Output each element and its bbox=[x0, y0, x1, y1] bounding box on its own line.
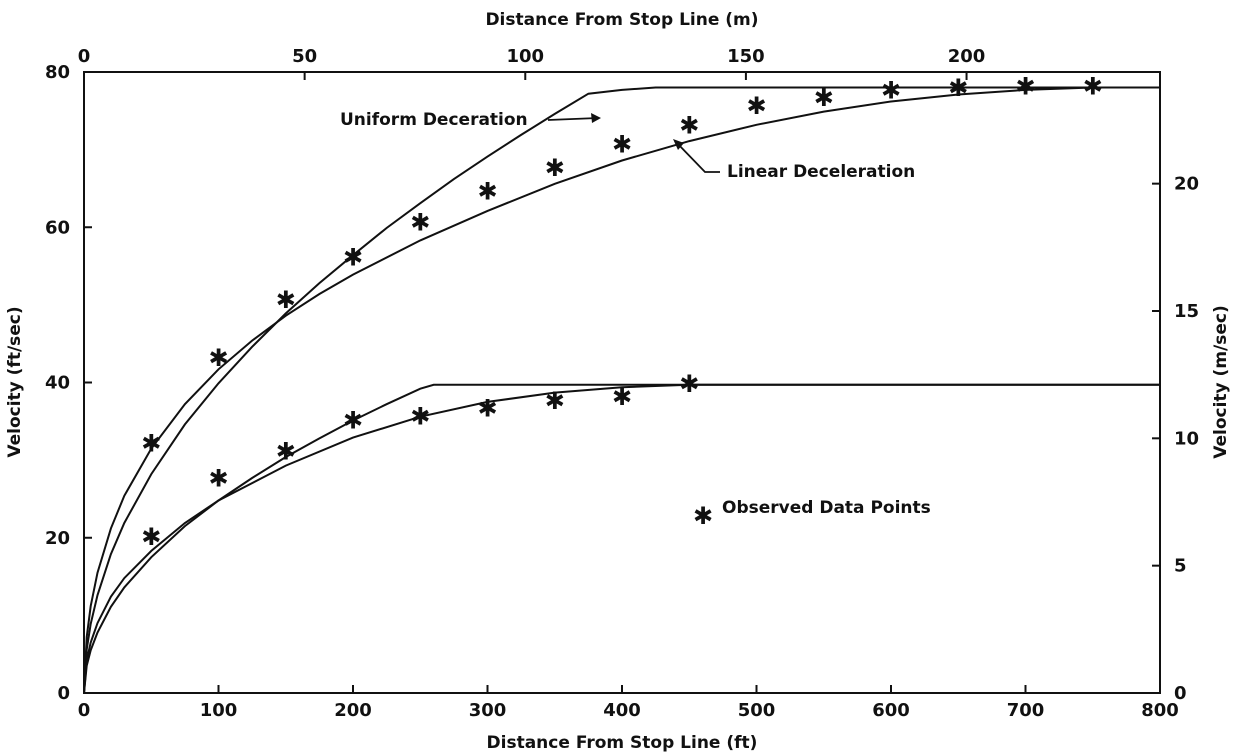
y2-axis-title: Velocity (m/sec) bbox=[1211, 305, 1231, 458]
y-tick-label: 20 bbox=[45, 528, 70, 549]
x-tick-label: 800 bbox=[1141, 700, 1179, 721]
x2-tick-label: 200 bbox=[948, 46, 986, 67]
x-tick-label: 600 bbox=[872, 700, 910, 721]
series-line-linear-deceleration-low bbox=[83, 383, 1160, 694]
x-tick-label: 0 bbox=[78, 700, 91, 721]
observed-point-low: ✱ bbox=[477, 395, 497, 423]
observed-point-high: ✱ bbox=[141, 430, 161, 458]
uniform-deceleration-label: Uniform Deceration bbox=[340, 110, 528, 130]
observed-point-low: ✱ bbox=[141, 523, 161, 551]
y2-tick-label: 5 bbox=[1174, 556, 1187, 577]
observed-point-high: ✱ bbox=[477, 177, 497, 205]
series-line-uniform-deceration-low bbox=[83, 383, 1160, 694]
legend-marker-icon: ✱ bbox=[693, 502, 713, 530]
y-axis-title: Velocity (ft/sec) bbox=[5, 306, 25, 457]
y-tick-label: 0 bbox=[57, 683, 70, 704]
observed-point-high: ✱ bbox=[746, 92, 766, 120]
series-line-linear-deceleration-high bbox=[83, 86, 1160, 694]
observed-point-high: ✱ bbox=[410, 208, 430, 236]
observed-point-high: ✱ bbox=[1083, 73, 1103, 101]
x2-axis-title: Distance From Stop Line (m) bbox=[485, 10, 758, 30]
x-tick-label: 200 bbox=[334, 700, 372, 721]
observed-point-high: ✱ bbox=[612, 131, 632, 159]
observed-point-low: ✱ bbox=[343, 406, 363, 434]
observed-point-low: ✱ bbox=[276, 437, 296, 465]
observed-point-high: ✱ bbox=[881, 76, 901, 104]
observed-point-high: ✱ bbox=[1015, 73, 1035, 101]
observed-point-high: ✱ bbox=[276, 286, 296, 314]
y-tick-label: 60 bbox=[45, 217, 70, 238]
series-line-uniform-deceration-high bbox=[83, 86, 1160, 694]
x-tick-label: 700 bbox=[1007, 700, 1045, 721]
y2-tick-label: 10 bbox=[1174, 428, 1199, 449]
y2-tick-label: 0 bbox=[1174, 683, 1187, 704]
x-tick-label: 100 bbox=[200, 700, 238, 721]
observed-point-low: ✱ bbox=[545, 387, 565, 415]
linear-label-arrowhead bbox=[673, 139, 684, 150]
observed-point-low: ✱ bbox=[612, 383, 632, 411]
linear-deceleration-label: Linear Deceleration bbox=[727, 162, 915, 182]
uniform-label-arrowhead bbox=[591, 113, 601, 123]
y2-tick-label: 20 bbox=[1174, 174, 1199, 195]
uniform-label-leader bbox=[547, 117, 599, 121]
observed-point-low: ✱ bbox=[679, 370, 699, 398]
y-tick-label: 40 bbox=[45, 373, 70, 394]
x-tick-label: 300 bbox=[469, 700, 507, 721]
legend-observed-label: Observed Data Points bbox=[722, 498, 931, 518]
linear-label-leader bbox=[675, 141, 720, 173]
x-tick-label: 400 bbox=[603, 700, 641, 721]
observed-markers-layer: ✱ ✱ ✱ ✱ ✱ ✱ ✱ ✱ ✱ ✱ ✱ ✱ ✱ ✱ ✱ ✱ ✱ ✱ ✱ ✱ ✱ ✱ ✱ ✱ bbox=[141, 73, 1103, 551]
observed-point-high: ✱ bbox=[814, 84, 834, 112]
y2-tick-label: 15 bbox=[1174, 301, 1199, 322]
observed-point-low: ✱ bbox=[410, 402, 430, 430]
observed-point-high: ✱ bbox=[208, 344, 228, 372]
y-tick-label: 80 bbox=[45, 62, 70, 83]
observed-point-high: ✱ bbox=[679, 111, 699, 139]
x-tick-label: 500 bbox=[738, 700, 776, 721]
observed-point-high: ✱ bbox=[545, 154, 565, 182]
x2-tick-label: 0 bbox=[78, 46, 91, 67]
x2-tick-label: 100 bbox=[506, 46, 544, 67]
x2-tick-label: 150 bbox=[727, 46, 765, 67]
x2-tick-label: 50 bbox=[292, 46, 317, 67]
x-axis-title: Distance From Stop Line (ft) bbox=[487, 733, 758, 753]
observed-point-low: ✱ bbox=[208, 465, 228, 493]
observed-point-high: ✱ bbox=[343, 243, 363, 271]
curves-layer bbox=[83, 86, 1160, 694]
observed-point-high: ✱ bbox=[948, 74, 968, 102]
